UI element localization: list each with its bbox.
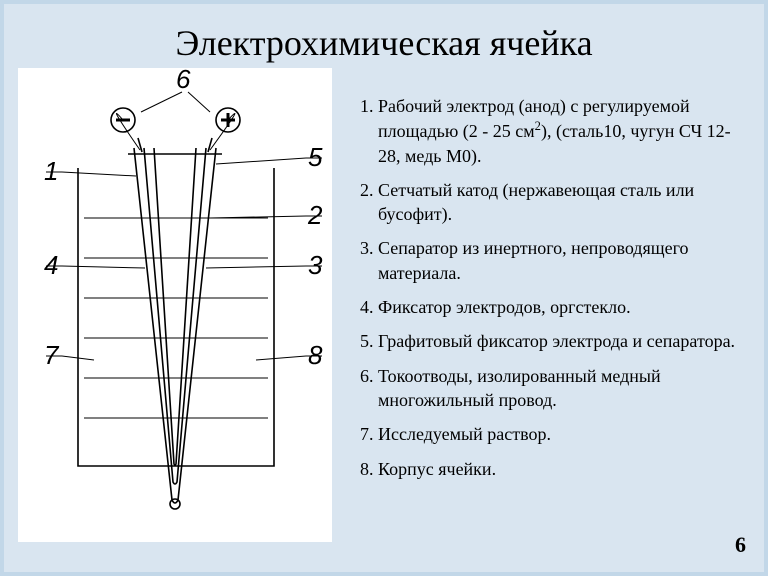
svg-text:4: 4: [44, 250, 58, 280]
legend-item: Сепаратор из инертного, непроводящего ма…: [378, 236, 746, 285]
legend-item: Корпус ячейки.: [378, 457, 746, 481]
svg-text:8: 8: [308, 340, 323, 370]
svg-text:6: 6: [176, 68, 191, 94]
svg-text:2: 2: [307, 200, 323, 230]
legend-item: Токоотводы, изолированный медный многожи…: [378, 364, 746, 413]
svg-text:3: 3: [308, 250, 323, 280]
page-title: Электрохимическая ячейка: [4, 22, 764, 64]
slide: Электрохимическая ячейка 1 2 3 4 5 6 7 8 Рабочи…: [4, 4, 764, 572]
diagram-svg: 1 2 3 4 5 6 7 8: [18, 68, 332, 542]
legend-item: Рабочий электрод (анод) с регулируемой п…: [378, 94, 746, 168]
diagram: 1 2 3 4 5 6 7 8: [18, 68, 332, 542]
legend-item: Сетчатый катод (нержавеющая сталь или бу…: [378, 178, 746, 227]
legend-ol: Рабочий электрод (анод) с регулируемой п…: [354, 94, 746, 481]
page-number: 6: [735, 532, 746, 558]
svg-text:5: 5: [308, 142, 323, 172]
legend-item: Исследуемый раствор.: [378, 422, 746, 446]
legend-list: Рабочий электрод (анод) с регулируемой п…: [354, 94, 746, 491]
svg-text:1: 1: [44, 156, 58, 186]
svg-text:7: 7: [44, 340, 60, 370]
legend-item: Графитовый фиксатор электрода и сепарато…: [378, 329, 746, 353]
legend-item: Фиксатор электродов, оргстекло.: [378, 295, 746, 319]
